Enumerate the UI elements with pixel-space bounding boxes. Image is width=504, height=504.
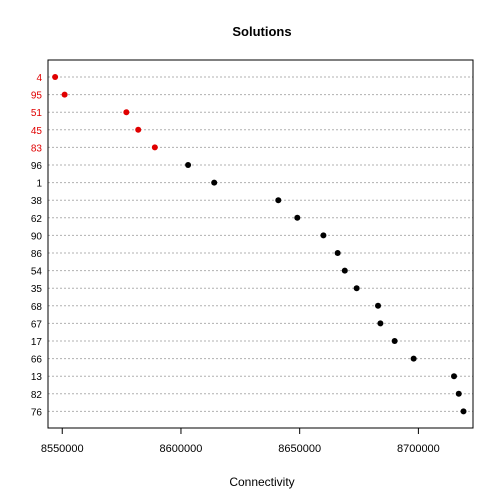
y-tick-label: 96 xyxy=(31,161,43,172)
data-point xyxy=(275,197,282,204)
data-point xyxy=(52,74,59,80)
plot-frame xyxy=(47,59,474,429)
x-tick-label: 8650000 xyxy=(278,443,321,455)
y-tick-label: 68 xyxy=(31,302,43,313)
y-tick-label: 54 xyxy=(31,267,43,278)
x-tick-label: 8700000 xyxy=(397,443,440,455)
data-points xyxy=(52,74,467,415)
chart-title: Solutions xyxy=(232,24,291,39)
y-tick-label: 35 xyxy=(31,284,43,295)
data-point xyxy=(135,126,142,133)
y-tick-label: 45 xyxy=(31,126,43,137)
data-point xyxy=(391,338,398,344)
data-point xyxy=(455,390,462,397)
y-tick-label: 67 xyxy=(31,319,43,330)
data-point xyxy=(460,408,467,415)
y-tick-label: 76 xyxy=(31,407,43,418)
y-tick-label: 66 xyxy=(31,355,43,366)
y-tick-label: 90 xyxy=(31,231,43,242)
y-tick-label: 38 xyxy=(31,196,43,207)
x-axis: 8550000 8600000 8650000 8700000 xyxy=(41,428,440,455)
y-tick-label: 83 xyxy=(31,143,43,154)
data-point xyxy=(294,214,301,221)
data-point xyxy=(123,109,130,116)
data-point xyxy=(61,91,68,98)
x-axis-label: Connectivity xyxy=(229,475,294,489)
y-tick-label: 13 xyxy=(31,372,43,383)
data-point xyxy=(320,232,327,239)
data-point xyxy=(341,267,348,274)
y-tick-label: 82 xyxy=(31,390,43,401)
y-tick-label: 4 xyxy=(36,73,42,84)
y-tick-label: 17 xyxy=(31,337,43,348)
data-point xyxy=(410,355,417,362)
data-point xyxy=(151,144,158,151)
x-tick-label: 8550000 xyxy=(41,443,84,455)
y-tick-label: 62 xyxy=(31,214,43,225)
data-point xyxy=(451,373,458,380)
x-tick-label: 8600000 xyxy=(160,443,203,455)
y-tick-label: 51 xyxy=(31,108,43,119)
data-point xyxy=(211,179,218,186)
grid-lines xyxy=(48,76,473,412)
data-point xyxy=(185,162,192,168)
y-tick-label: 86 xyxy=(31,249,43,260)
data-point xyxy=(375,302,382,309)
data-point xyxy=(353,285,360,292)
data-point xyxy=(334,250,341,256)
y-tick-label: 95 xyxy=(31,91,43,102)
y-tick-label: 1 xyxy=(36,179,42,190)
data-point xyxy=(377,320,384,327)
y-axis-labels: 4 95 51 45 83 96 1 38 62 90 86 54 35 68 67 17 66 13 82 76 xyxy=(31,73,43,418)
